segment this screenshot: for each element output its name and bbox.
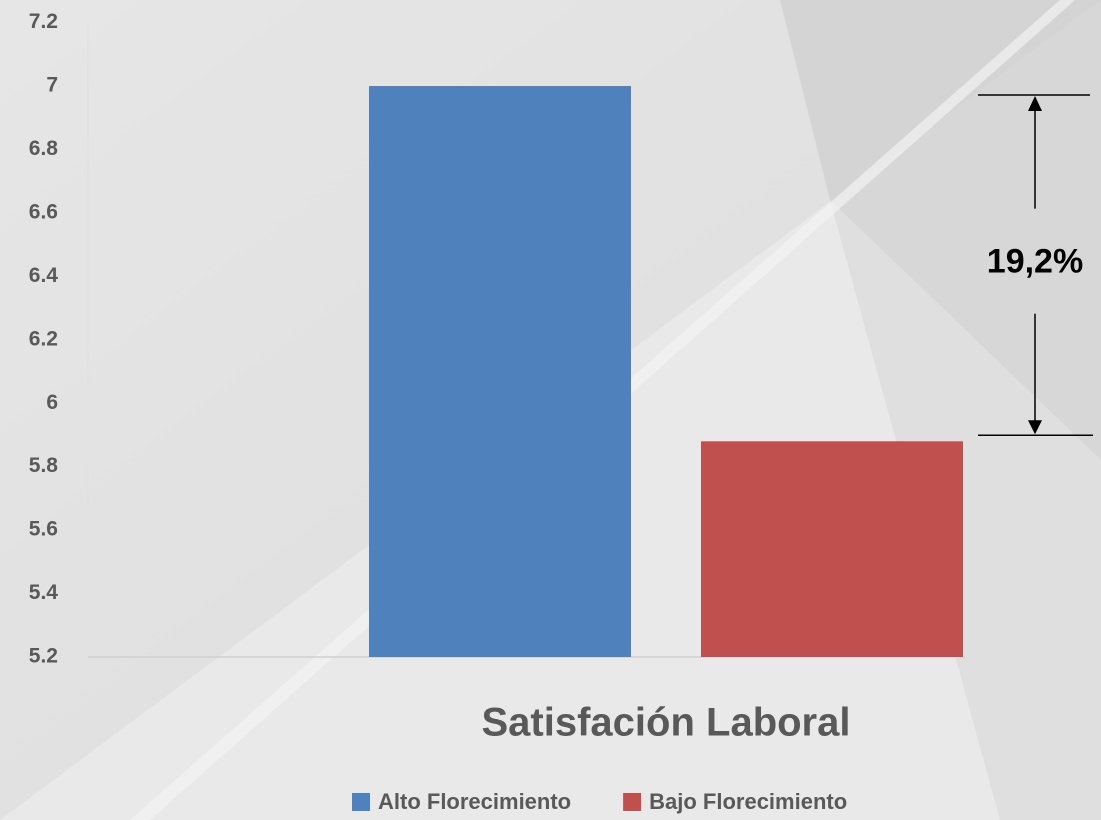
arrow-head (1028, 420, 1042, 435)
y-tick-label: 6.2 (29, 327, 58, 350)
legend-label: Alto Florecimiento (378, 789, 571, 814)
y-tick-label: 6.8 (29, 137, 59, 160)
bar (369, 86, 631, 658)
y-tick-label: 5.2 (29, 645, 58, 668)
y-tick-label: 5.8 (29, 454, 59, 477)
y-tick-label: 6.6 (29, 200, 58, 223)
x-tick-label: Satisfación Laboral (482, 701, 851, 745)
y-tick-label: 7 (46, 74, 58, 97)
y-tick-label: 5.6 (29, 518, 58, 541)
annotation: 19,2% (987, 243, 1083, 281)
legend-swatch (623, 793, 642, 811)
legend-swatch (352, 793, 370, 811)
y-tick-label: 7.2 (29, 10, 58, 33)
arrow-head (1028, 96, 1042, 112)
background-shape (830, 200, 1101, 820)
legend-label: Bajo Florecimiento (649, 789, 847, 814)
background-shape (780, 0, 1101, 460)
y-tick-label: 6 (46, 391, 58, 414)
y-tick-label: 5.4 (29, 581, 59, 604)
y-tick-label: 6.4 (29, 264, 59, 287)
bar (701, 441, 963, 657)
